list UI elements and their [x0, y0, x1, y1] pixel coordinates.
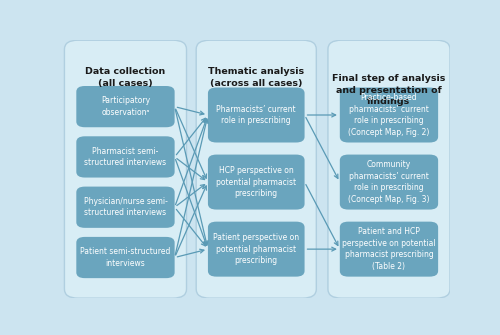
- FancyBboxPatch shape: [76, 187, 174, 228]
- FancyBboxPatch shape: [76, 136, 174, 178]
- FancyBboxPatch shape: [340, 154, 438, 210]
- Text: Practice-based
pharmacists’ current
role in prescribing
(Concept Map, Fig. 2): Practice-based pharmacists’ current role…: [348, 93, 430, 137]
- FancyBboxPatch shape: [208, 222, 304, 277]
- Text: Patient semi-structured
interviews: Patient semi-structured interviews: [80, 247, 170, 268]
- FancyBboxPatch shape: [340, 222, 438, 277]
- Text: Participatory
observationᵃ: Participatory observationᵃ: [101, 96, 150, 117]
- FancyBboxPatch shape: [76, 86, 174, 127]
- Text: Pharmacists’ current
role in prescribing: Pharmacists’ current role in prescribing: [216, 105, 296, 125]
- Text: Final step of analysis
and presentation of
findings: Final step of analysis and presentation …: [332, 74, 446, 106]
- Text: Community
pharmacists’ current
role in prescribing
(Concept Map, Fig. 3): Community pharmacists’ current role in p…: [348, 160, 430, 204]
- Text: Pharmacist semi-
structured interviews: Pharmacist semi- structured interviews: [84, 147, 166, 167]
- FancyBboxPatch shape: [196, 40, 316, 298]
- FancyBboxPatch shape: [208, 154, 304, 210]
- Text: Patient and HCP
perspective on potential
pharmacist prescribing
(Table 2): Patient and HCP perspective on potential…: [342, 227, 436, 271]
- FancyBboxPatch shape: [340, 87, 438, 142]
- Text: HCP perspective on
potential pharmacist
prescribing: HCP perspective on potential pharmacist …: [216, 166, 296, 198]
- FancyBboxPatch shape: [328, 40, 450, 298]
- FancyBboxPatch shape: [208, 87, 304, 142]
- Text: Thematic analysis
(across all cases): Thematic analysis (across all cases): [208, 67, 304, 88]
- Text: Physician/nurse semi-
structured interviews: Physician/nurse semi- structured intervi…: [84, 197, 168, 217]
- FancyBboxPatch shape: [76, 237, 174, 278]
- FancyBboxPatch shape: [64, 40, 186, 298]
- Text: Data collection
(all cases): Data collection (all cases): [86, 67, 166, 88]
- Text: Patient perspective on
potential pharmacist
prescribing: Patient perspective on potential pharmac…: [213, 233, 300, 265]
